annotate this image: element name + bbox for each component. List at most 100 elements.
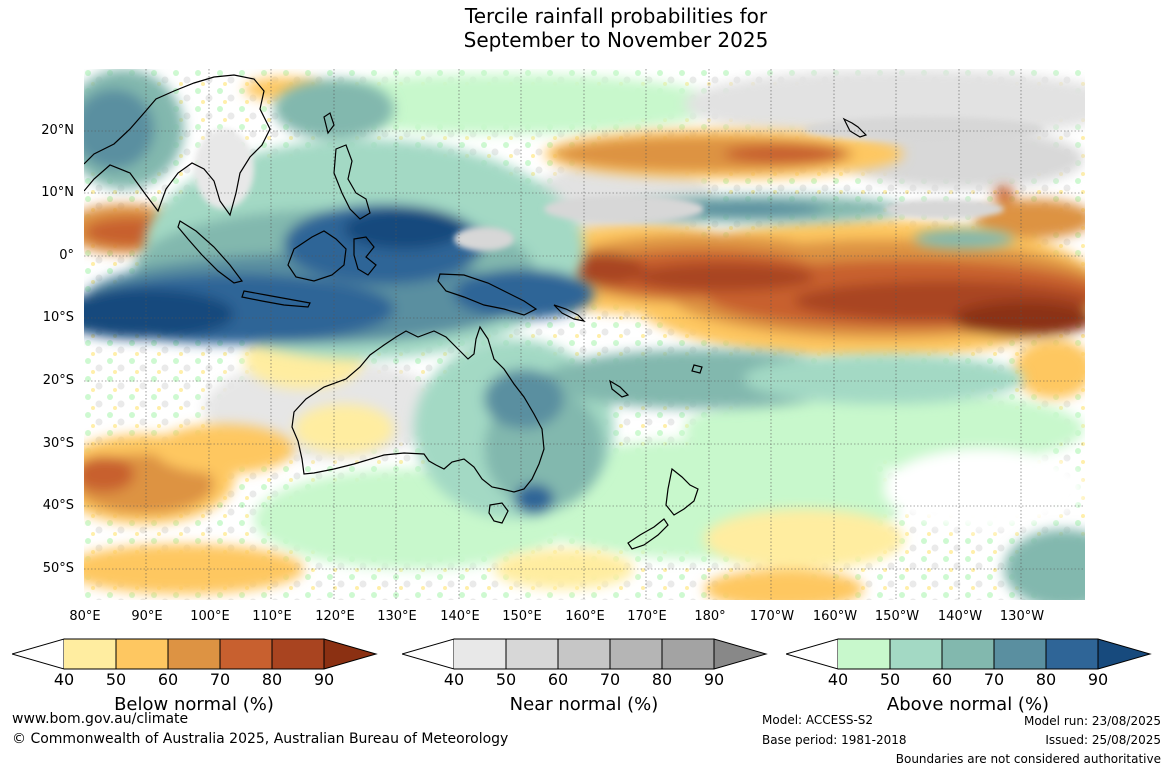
cb-near-tick-40: 40	[443, 670, 465, 689]
boundary-disclaimer: Boundaries are not considered authoritat…	[895, 752, 1161, 766]
tasmania-coastline	[488, 502, 509, 524]
cb-above-swatch-5	[1046, 639, 1098, 669]
model-name: Model: ACCESS-S2	[762, 713, 874, 727]
lon-label-170w: 170°W	[749, 609, 795, 624]
fiji-coastline	[691, 364, 703, 374]
cb-below-swatch-3	[168, 639, 220, 669]
above-normal-regions	[84, 69, 1085, 600]
lon-label-130e: 130°E	[377, 609, 417, 624]
cb-above-swatch-4	[994, 639, 1046, 669]
rainfall-probability-map	[84, 69, 1085, 600]
lat-label-40s: 40°S	[42, 498, 74, 513]
new-caledonia-coastline	[609, 379, 630, 398]
cb-below-tick-50: 50	[105, 670, 127, 689]
model-run-date: Model run: 23/08/2025	[1023, 714, 1161, 728]
colorbar-near-normal	[402, 638, 768, 670]
cb-near-swatch-3	[558, 639, 610, 669]
graticule	[84, 69, 1085, 600]
lon-label-90e: 90°E	[131, 609, 163, 624]
lon-label-150w: 150°W	[874, 609, 920, 624]
cb-below-max-arrow	[324, 639, 376, 669]
title-line-1: Tercile rainfall probabilities for	[464, 4, 768, 28]
cb-near-swatch-2	[506, 639, 558, 669]
australia-coastline	[291, 325, 545, 493]
lat-label-10n: 10°N	[41, 185, 74, 200]
map-canvas	[84, 69, 1085, 600]
lat-label-10s: 10°S	[42, 310, 74, 325]
website-url[interactable]: www.bom.gov.au/climate	[12, 711, 189, 727]
cb-below-tick-90: 90	[313, 670, 335, 689]
lon-label-100e: 100°E	[190, 609, 230, 624]
sumatra-coastline	[177, 220, 244, 284]
cb-near-tick-80: 80	[651, 670, 673, 689]
cb-above-tick-40: 40	[827, 670, 849, 689]
colorbar-above-normal	[786, 638, 1152, 670]
lat-label-0: 0°	[59, 248, 74, 263]
new-zealand-south-coastline	[627, 518, 669, 550]
coastlines	[84, 74, 868, 550]
borneo-coastline	[287, 230, 347, 282]
cb-below-swatch-1	[64, 639, 116, 669]
lon-label-160e: 160°E	[565, 609, 605, 624]
cb-below-swatch-5	[272, 639, 324, 669]
hawaii-coastline	[842, 117, 868, 138]
cb-near-tick-90: 90	[703, 670, 725, 689]
cb-above-tick-70: 70	[983, 670, 1005, 689]
cb-above-swatch-3	[942, 639, 994, 669]
cb-near-tick-70: 70	[599, 670, 621, 689]
cb-below-tick-80: 80	[261, 670, 283, 689]
lon-label-120e: 120°E	[315, 609, 355, 624]
cb-below-swatch-2	[116, 639, 168, 669]
base-period: Base period: 1981-2018	[762, 733, 907, 747]
cb-near-min-arrow	[402, 638, 455, 670]
cb-near-tick-50: 50	[495, 670, 517, 689]
cb-above-swatch-2	[890, 639, 942, 669]
sulawesi-coastline	[353, 236, 377, 276]
lon-label-140w: 140°W	[937, 609, 983, 624]
new-zealand-north-coastline	[665, 467, 699, 516]
cb-above-max-arrow	[1098, 639, 1150, 669]
lon-label-170e: 170°E	[627, 609, 667, 624]
issued-date: Issued: 25/08/2025	[1045, 733, 1161, 747]
cb-below-min-arrow	[12, 638, 65, 670]
cb-below-tick-70: 70	[209, 670, 231, 689]
lon-label-110e: 110°E	[252, 609, 292, 624]
copyright-notice: © Commonwealth of Australia 2025, Austra…	[12, 731, 509, 747]
cb-near-swatch-1	[454, 639, 506, 669]
cb-below-tick-40: 40	[53, 670, 75, 689]
lon-label-140e: 140°E	[440, 609, 480, 624]
cb-above-tick-60: 60	[931, 670, 953, 689]
cb-near-tick-60: 60	[547, 670, 569, 689]
cb-above-title: Above normal (%)	[886, 694, 1050, 715]
new-guinea-coastline	[437, 273, 538, 316]
lat-label-20s: 20°S	[42, 373, 74, 388]
cb-near-max-arrow	[714, 639, 766, 669]
mainland-asia-coastline	[84, 74, 271, 217]
cb-above-swatch-1	[838, 639, 890, 669]
lon-label-80e: 80°E	[69, 609, 101, 624]
cb-below-title: Below normal (%)	[114, 694, 274, 715]
cb-above-tick-90: 90	[1087, 670, 1109, 689]
lon-label-160w: 160°W	[812, 609, 858, 624]
title-line-2: September to November 2025	[463, 28, 769, 52]
solomon-islands-coastline	[553, 304, 586, 322]
lon-label-130w: 130°W	[999, 609, 1045, 624]
cb-above-tick-80: 80	[1035, 670, 1057, 689]
lat-label-50s: 50°S	[42, 561, 74, 576]
map-title: Tercile rainfall probabilities for Septe…	[0, 4, 1173, 52]
colorbar-below-normal	[12, 638, 378, 670]
cb-below-swatch-4	[220, 639, 272, 669]
lat-label-20n: 20°N	[41, 123, 74, 138]
cb-near-swatch-4	[610, 639, 662, 669]
cb-near-title: Near normal (%)	[509, 694, 659, 715]
cb-near-swatch-5	[662, 639, 714, 669]
cb-above-tick-50: 50	[879, 670, 901, 689]
lon-label-150e: 150°E	[502, 609, 542, 624]
taiwan-coastline	[323, 112, 335, 135]
philippines-coastline	[333, 144, 371, 220]
cb-above-min-arrow	[786, 638, 839, 670]
java-coastline	[241, 290, 311, 308]
lon-label-180: 180°	[694, 609, 726, 624]
lat-label-30s: 30°S	[42, 436, 74, 451]
cb-below-tick-60: 60	[157, 670, 179, 689]
